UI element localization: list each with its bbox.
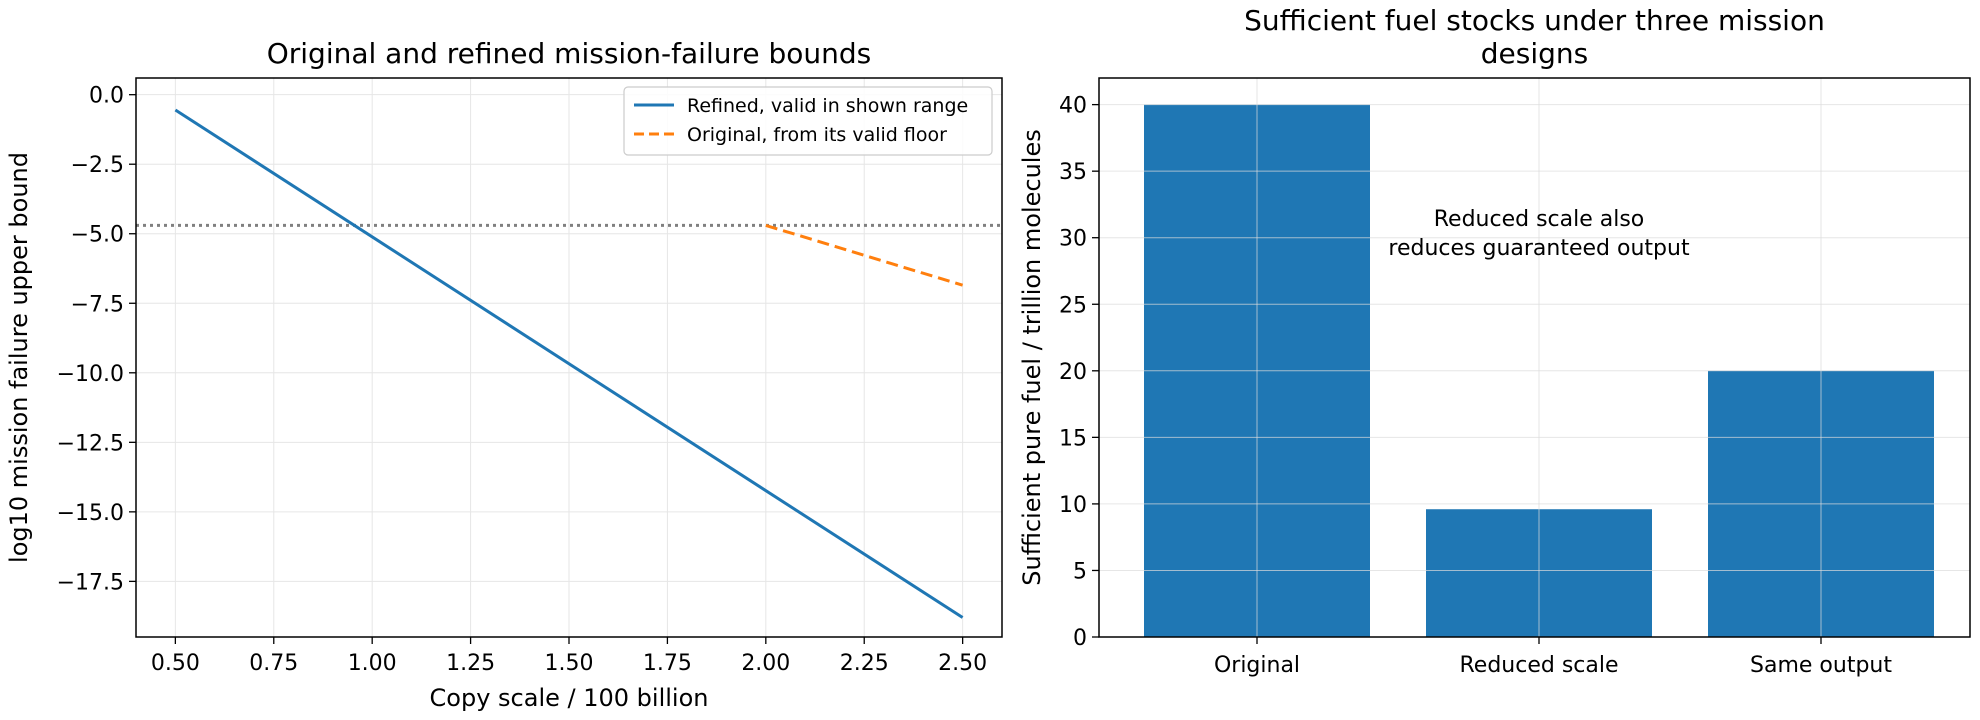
line-chart-x-axis-label: Copy scale / 100 billion (430, 684, 709, 712)
bar-chart: 0 5 10 15 20 25 30 35 40 Original Reduced scale Sam… (1018, 4, 1971, 678)
x-tick-label: 0.75 (249, 651, 298, 676)
y-tick-label: −10.0 (57, 362, 124, 387)
series-line-refined (174, 108, 964, 619)
bar-chart-annotation-line-1: Reduced scale also (1434, 207, 1645, 232)
line-chart-grid (136, 78, 1002, 637)
line-chart-y-axis-label: log10 mission failure upper bound (5, 152, 33, 563)
line-chart: 0.50 0.75 1.00 1.25 1.50 1.75 2.00 2.25 2.50 0.0 −… (5, 37, 1003, 712)
y-tick-label: 10 (1059, 493, 1087, 518)
y-tick-label: −17.5 (57, 570, 124, 595)
x-tick-label: Reduced scale (1459, 653, 1618, 678)
bar-chart-y-axis-label: Sufficient pure fuel / trillion molecule… (1018, 129, 1046, 585)
line-chart-legend: Refined, valid in shown range Original, … (623, 86, 993, 156)
line-chart-ticks: 0.50 0.75 1.00 1.25 1.50 1.75 2.00 2.25 2.50 0.0 −… (57, 84, 988, 676)
y-tick-label: 25 (1059, 293, 1087, 318)
x-tick-label: 1.00 (348, 651, 397, 676)
y-tick-label: 0 (1073, 626, 1087, 651)
legend-entry-original: Original, from its valid floor (687, 124, 947, 146)
x-tick-label: 1.50 (545, 651, 594, 676)
x-tick-label: 1.75 (643, 651, 692, 676)
line-chart-plot (136, 108, 1002, 619)
y-tick-label: −5.0 (71, 223, 124, 248)
y-tick-label: 20 (1059, 360, 1087, 385)
bar-chart-ticks: 0 5 10 15 20 25 30 35 40 Original Reduced scale Sam… (1059, 94, 1892, 678)
series-line-original (765, 223, 964, 287)
y-tick-label: −2.5 (71, 153, 124, 178)
x-tick-label: 1.25 (446, 651, 495, 676)
bar-chart-annotation-line-2: reduces guaranteed output (1388, 236, 1690, 261)
y-tick-label: 15 (1059, 426, 1087, 451)
y-tick-label: −15.0 (57, 501, 124, 526)
legend-box (623, 86, 993, 156)
x-tick-label: Original (1214, 653, 1300, 678)
y-tick-label: 35 (1059, 160, 1087, 185)
bar-chart-title-line-2: designs (1481, 37, 1588, 70)
x-tick-label: 0.50 (151, 651, 200, 676)
x-tick-label: 2.00 (741, 651, 790, 676)
bar-chart-title-line-1: Sufficient fuel stocks under three missi… (1244, 4, 1825, 37)
bar-chart-frame (1098, 77, 1971, 638)
legend-entry-refined: Refined, valid in shown range (687, 95, 968, 117)
y-tick-label: 30 (1059, 227, 1087, 252)
line-chart-title: Original and refined mission-failure bou… (267, 37, 872, 70)
bar-chart-grid (1099, 78, 1970, 638)
y-tick-label: −12.5 (57, 431, 124, 456)
y-tick-label: 0.0 (89, 84, 124, 109)
y-tick-label: 5 (1073, 559, 1087, 584)
x-tick-label: 2.50 (938, 651, 987, 676)
x-tick-label: 2.25 (840, 651, 889, 676)
y-tick-label: 40 (1059, 94, 1087, 119)
y-tick-label: −7.5 (71, 292, 124, 317)
x-tick-label: Same output (1750, 653, 1892, 678)
